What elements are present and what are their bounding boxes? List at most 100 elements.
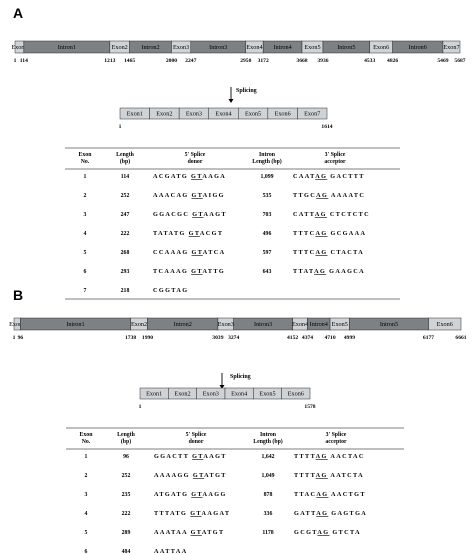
donor-suffix: AIGG <box>203 192 225 199</box>
exon-block-11 <box>428 317 462 331</box>
exon-label: Exon1 <box>9 321 25 328</box>
donor-prefix: ACGATG <box>153 173 191 180</box>
acceptor-prefix: TTTC <box>293 249 315 256</box>
exon-length: 252 <box>121 193 130 199</box>
acceptor-sequence: TTTCAG GCGAAA <box>293 230 366 237</box>
coordinate-label: 1 <box>13 335 16 341</box>
coordinate-label: 1738 <box>125 335 136 341</box>
donor-prefix: TATATG <box>153 230 189 237</box>
coordinate-label: 4999 <box>344 335 355 341</box>
splicing-label: Splicing <box>236 88 257 94</box>
intron-label: Intron3 <box>254 321 272 328</box>
intron-label: Intron2 <box>174 321 192 328</box>
acceptor-suffix: GAGTGA <box>328 510 367 517</box>
coordinate-label: 6661 <box>455 335 466 341</box>
coordinate-label: 2950 <box>240 58 251 64</box>
donor-sequence: GGACTT GTAAGT <box>154 453 227 460</box>
acceptor-suffix: GAAGCA <box>326 268 365 275</box>
table-row: 5 268 CCAAAG GTATCA 597 TTTCAG CTACTA <box>84 249 364 256</box>
header-acceptor: 3' Splice <box>325 152 346 158</box>
donor-sequence: TCAAAG GTATTG <box>153 268 225 275</box>
exon-label: Exon5 <box>304 44 320 51</box>
arrow-head <box>228 99 234 103</box>
exon-length: 268 <box>121 250 130 256</box>
donor-sequence: TATATG GTACGT <box>153 230 223 237</box>
exon-label: Exon4 <box>292 321 308 328</box>
table-row: 5 289 AAATAA GTATGT 1178 GCGTAG GTCTA <box>85 529 361 536</box>
donor-gt: GT <box>191 491 202 498</box>
acceptor-prefix: CATT <box>293 211 315 218</box>
acceptor-ag: AG <box>316 453 328 460</box>
donor-suffix: AAGT <box>203 453 226 460</box>
acceptor-ag: AG <box>315 249 327 256</box>
acceptor-suffix: GTCTA <box>329 529 361 536</box>
acceptor-sequence: GCGTAG GTCTA <box>294 529 361 536</box>
donor-suffix: ATGT <box>204 472 227 479</box>
donor-sequence: TTTATG GTAAGAT <box>154 510 230 517</box>
intron-label: Intron2 <box>141 44 159 51</box>
mrna-exon-label: Exon4 <box>215 111 231 118</box>
header-donor: 5' Splice <box>185 152 206 158</box>
coordinate-label: 5687 <box>454 58 465 64</box>
donor-suffix: AAGA <box>202 173 226 180</box>
exon-number: 5 <box>84 250 87 256</box>
coordinate-label: 6177 <box>423 335 434 341</box>
acceptor-suffix: AATCTA <box>328 472 364 479</box>
intron-length: 535 <box>263 193 272 199</box>
header-length: Length <box>116 152 134 158</box>
donor-prefix: TCAAAG <box>153 268 191 275</box>
mrna-exon-label: Exon2 <box>174 391 190 398</box>
acceptor-ag: AG <box>314 268 326 275</box>
acceptor-sequence: TTGCAG AAAATC <box>293 192 365 199</box>
header-length: Length <box>117 432 135 438</box>
intron-label: Intron6 <box>409 44 427 51</box>
coordinate-label: 1213 <box>104 58 115 64</box>
acceptor-sequence: TTTCAG CTACTA <box>293 249 364 256</box>
intron-length: 597 <box>263 250 272 256</box>
exon-label: Exon6 <box>437 321 453 328</box>
exon-label: Exon3 <box>173 44 189 51</box>
exon-label: Exon2 <box>112 44 128 51</box>
coordinate-label: 2000 <box>166 58 177 64</box>
intron-label: Intron5 <box>337 44 355 51</box>
coordinate-label: 1 <box>14 58 17 64</box>
donor-prefix: ATGATG <box>154 491 191 498</box>
header-length-sub: (bp) <box>120 158 130 165</box>
exon-number: 2 <box>84 193 87 199</box>
panel-b-label: B <box>13 287 23 303</box>
acceptor-ag: AG <box>316 510 328 517</box>
intron-label: Intron3 <box>209 44 227 51</box>
mrna-exon-6 <box>281 387 311 400</box>
exon-length: 247 <box>121 212 130 218</box>
acceptor-suffix: GCGAAA <box>328 230 367 237</box>
acceptor-sequence: TTTTAG AACTAC <box>294 453 365 460</box>
table-row: 4 222 TATATG GTACGT 496 TTTCAG GCGAAA <box>84 230 366 237</box>
acceptor-sequence: GATTAG GAGTGA <box>294 510 367 517</box>
exon-number: 3 <box>84 212 87 218</box>
donor-sequence: AAACAG GTAIGG <box>153 192 225 199</box>
mrna-exon-label: Exon5 <box>259 391 275 398</box>
exon-length: 293 <box>121 269 130 275</box>
coordinate-label: 3274 <box>228 335 239 341</box>
acceptor-suffix: AACTGT <box>328 491 365 498</box>
donor-suffix: AAGAT <box>202 510 231 517</box>
mrna-exon-label: Exon2 <box>156 111 172 118</box>
splicing-label: Splicing <box>230 374 251 380</box>
exon-number: 6 <box>84 269 87 275</box>
header-intron-sub: Length (bp) <box>253 438 283 445</box>
exon-number: 1 <box>85 454 88 460</box>
mrna-start-label: 1 <box>119 124 122 130</box>
coordinate-label: 1465 <box>124 58 135 64</box>
acceptor-ag: AG <box>315 211 327 218</box>
panel-a-label: A <box>13 5 23 21</box>
header-intron-sub: Length (bp) <box>252 158 282 165</box>
donor-prefix: AAAAGG <box>154 472 193 479</box>
acceptor-ag: AG <box>315 230 327 237</box>
header-donor-sub: donor <box>188 159 203 165</box>
exon-length: 222 <box>121 231 130 237</box>
donor-prefix: CCAAAG <box>153 249 192 256</box>
donor-sequence: AAAAGG GTATGT <box>154 472 227 479</box>
